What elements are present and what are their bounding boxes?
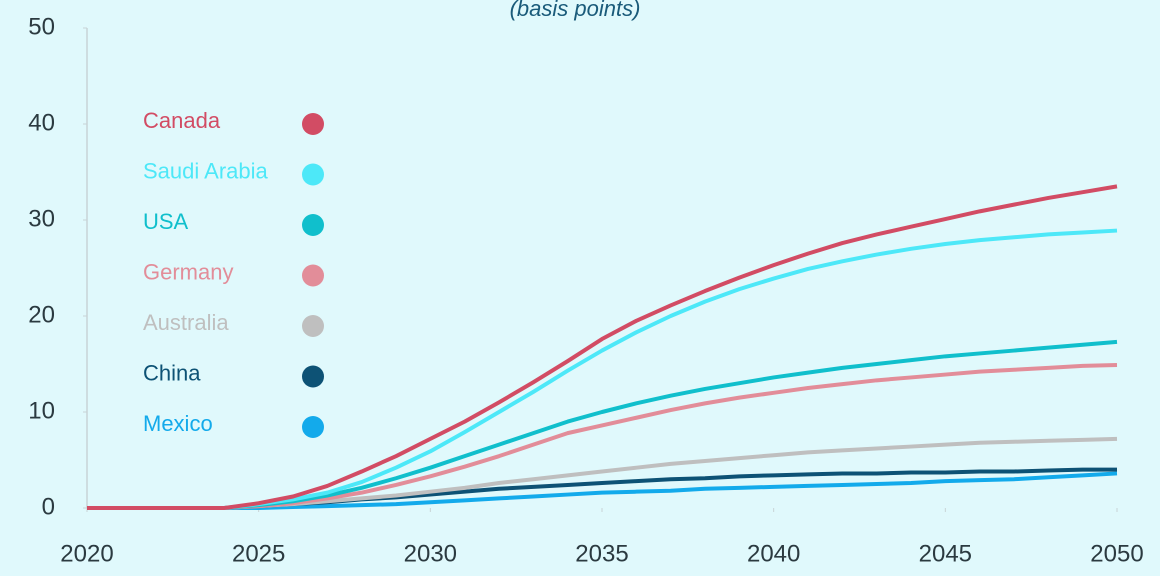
legend-swatch	[302, 163, 324, 186]
legend-label: China	[143, 360, 201, 385]
legend-swatch	[302, 365, 324, 388]
data-line	[87, 184, 1118, 510]
y-tick-label: 50	[28, 13, 55, 40]
legend-swatch	[302, 315, 324, 337]
y-tick-label: 30	[28, 205, 55, 232]
y-tick-label: 20	[28, 301, 55, 328]
x-tick-label: 2030	[404, 540, 457, 567]
x-tick-label: 2035	[575, 540, 628, 567]
legend-label: Mexico	[143, 411, 213, 436]
legend-label: Saudi Arabia	[143, 158, 269, 183]
y-tick-label: 40	[28, 109, 55, 136]
data-line	[87, 362, 1118, 510]
data-line	[87, 228, 1118, 510]
data-line	[87, 471, 1118, 510]
y-tick-label: 0	[42, 493, 55, 520]
x-tick-label: 2050	[1090, 540, 1143, 567]
legend-label: USA	[143, 209, 189, 234]
legend-swatch	[302, 113, 324, 135]
y-tick-label: 10	[28, 397, 55, 424]
legend-swatch	[302, 214, 324, 236]
x-tick-label: 2020	[60, 540, 113, 567]
x-tick-label: 2025	[232, 540, 285, 567]
data-line	[87, 467, 1117, 510]
x-tick-label: 2040	[747, 540, 800, 567]
legend-swatch	[302, 264, 324, 287]
chart-subtitle: (basis points)	[510, 0, 641, 21]
legend-label: Australia	[143, 310, 229, 335]
legend-swatch	[302, 416, 324, 438]
legend-label: Germany	[143, 259, 233, 284]
legend-label: Canada	[143, 108, 221, 133]
x-tick-label: 2045	[919, 540, 972, 567]
